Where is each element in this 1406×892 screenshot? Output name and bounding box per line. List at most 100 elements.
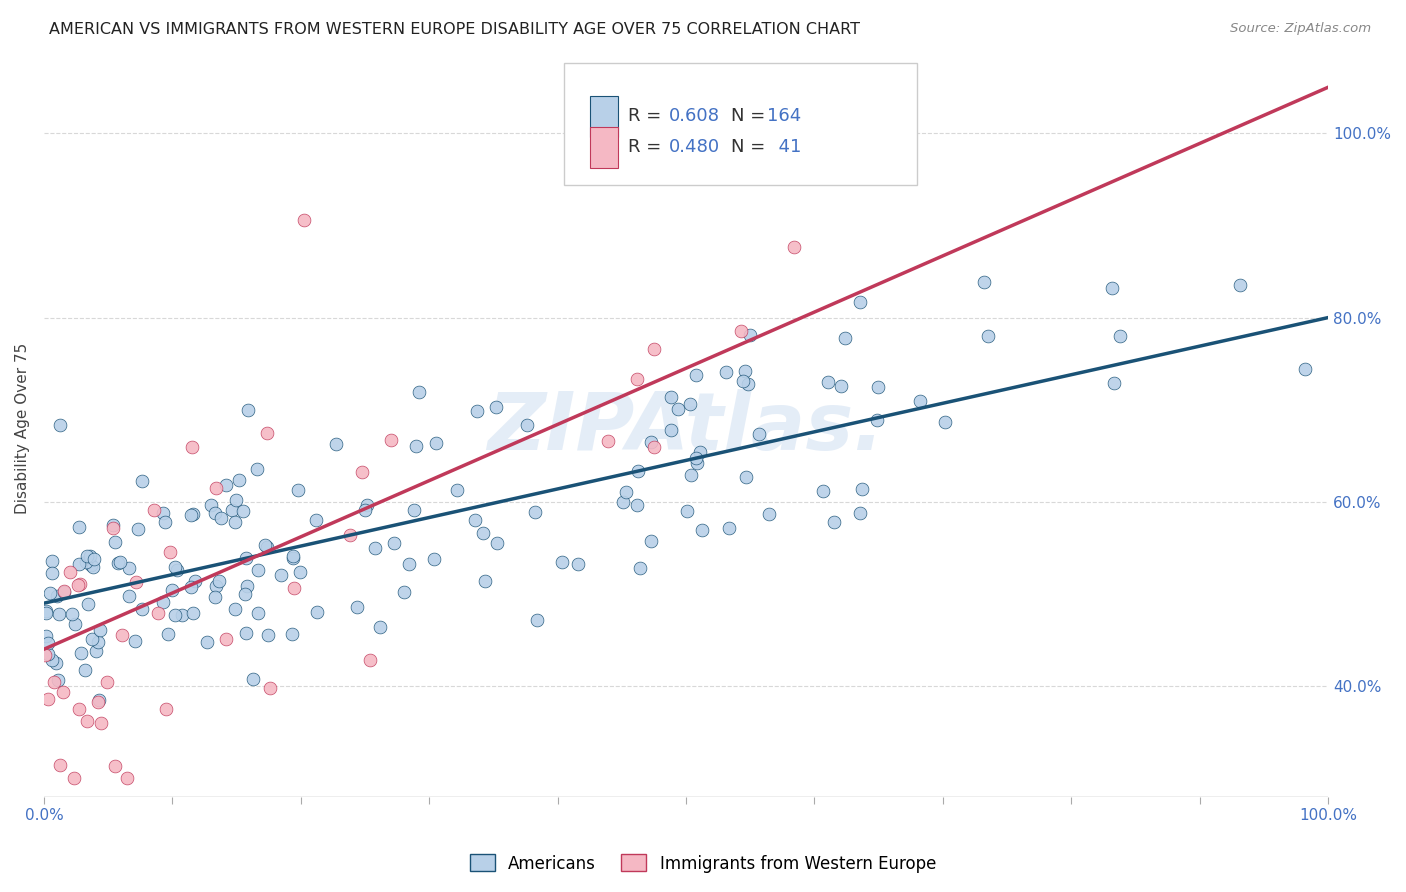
Point (690, 524, 713, 538)
Point (758, 508, 780, 522)
Point (689, 445, 711, 459)
Point (233, 587, 256, 601)
Point (86, 695, 108, 709)
Point (734, 364, 756, 378)
Point (524, 505, 547, 519)
Point (107, 556, 129, 570)
Point (48, 607, 70, 621)
Point (127, 522, 149, 536)
Point (84, 644, 107, 658)
Point (62, 771, 84, 785)
Point (392, 584, 415, 599)
Point (666, 401, 689, 416)
Point (1101, 280, 1123, 294)
Point (643, 440, 665, 454)
Point (685, 451, 707, 466)
Point (159, 545, 181, 559)
Point (717, 521, 740, 535)
Point (152, 506, 174, 520)
Point (257, 628, 280, 642)
Point (170, 607, 193, 622)
Point (256, 426, 278, 441)
Point (934, 416, 956, 430)
Point (79, 549, 101, 564)
Point (125, 575, 148, 590)
Point (224, 602, 246, 616)
Point (146, 607, 169, 621)
Point (346, 600, 368, 615)
Point (224, 516, 246, 530)
Point (738, 327, 761, 342)
Point (69, 576, 91, 591)
Text: 0.608: 0.608 (669, 107, 720, 126)
Point (359, 653, 381, 667)
Point (515, 418, 537, 433)
Point (77, 597, 100, 611)
Point (823, 515, 845, 529)
Point (675, 504, 697, 518)
Point (180, 440, 202, 454)
Point (53, 584, 76, 599)
Point (292, 213, 315, 227)
Point (380, 433, 402, 447)
Point (474, 574, 496, 588)
Point (866, 380, 889, 394)
Text: ZIPAtlas.: ZIPAtlas. (488, 389, 884, 467)
Point (270, 567, 292, 582)
Point (817, 376, 839, 390)
Point (160, 583, 183, 598)
Point (143, 503, 166, 517)
Point (225, 492, 247, 507)
Point (283, 581, 305, 595)
Point (34, 607, 56, 621)
Point (370, 620, 392, 634)
Point (659, 390, 682, 404)
Point (238, 403, 260, 417)
Point (214, 632, 236, 646)
Point (184, 574, 207, 588)
Point (640, 435, 662, 450)
Point (73, 663, 96, 677)
Point (103, 759, 125, 773)
Point (685, 368, 707, 382)
Point (352, 465, 374, 479)
Text: N =: N = (731, 138, 770, 156)
Point (290, 566, 312, 580)
Point (325, 437, 347, 451)
Text: AMERICAN VS IMMIGRANTS FROM WESTERN EUROPE DISABILITY AGE OVER 75 CORRELATION CH: AMERICAN VS IMMIGRANTS FROM WESTERN EURO… (49, 22, 860, 37)
Point (425, 435, 447, 450)
Point (851, 482, 873, 496)
Point (242, 673, 264, 687)
Point (679, 467, 702, 482)
Point (215, 477, 238, 491)
Point (643, 342, 665, 356)
Point (80, 558, 103, 572)
Point (567, 557, 589, 571)
Point (221, 503, 243, 517)
Point (35, 629, 58, 643)
Point (640, 534, 662, 549)
Point (180, 508, 202, 522)
Point (37, 636, 59, 650)
Text: 0.480: 0.480 (669, 138, 720, 156)
Point (124, 633, 146, 648)
Point (246, 606, 269, 620)
Point (253, 538, 276, 552)
FancyBboxPatch shape (589, 128, 619, 168)
Point (612, 495, 634, 509)
Point (46, 673, 69, 688)
Point (551, 555, 574, 569)
Point (83, 551, 105, 566)
Point (70, 646, 93, 660)
Point (204, 579, 226, 593)
Point (180, 580, 202, 594)
Point (41, 566, 63, 581)
Point (209, 510, 232, 524)
Point (111, 627, 134, 641)
Point (228, 473, 250, 487)
Point (49, 418, 72, 433)
Point (830, 378, 852, 392)
Point (82, 560, 104, 574)
Point (89, 623, 111, 637)
Point (67, 578, 90, 592)
